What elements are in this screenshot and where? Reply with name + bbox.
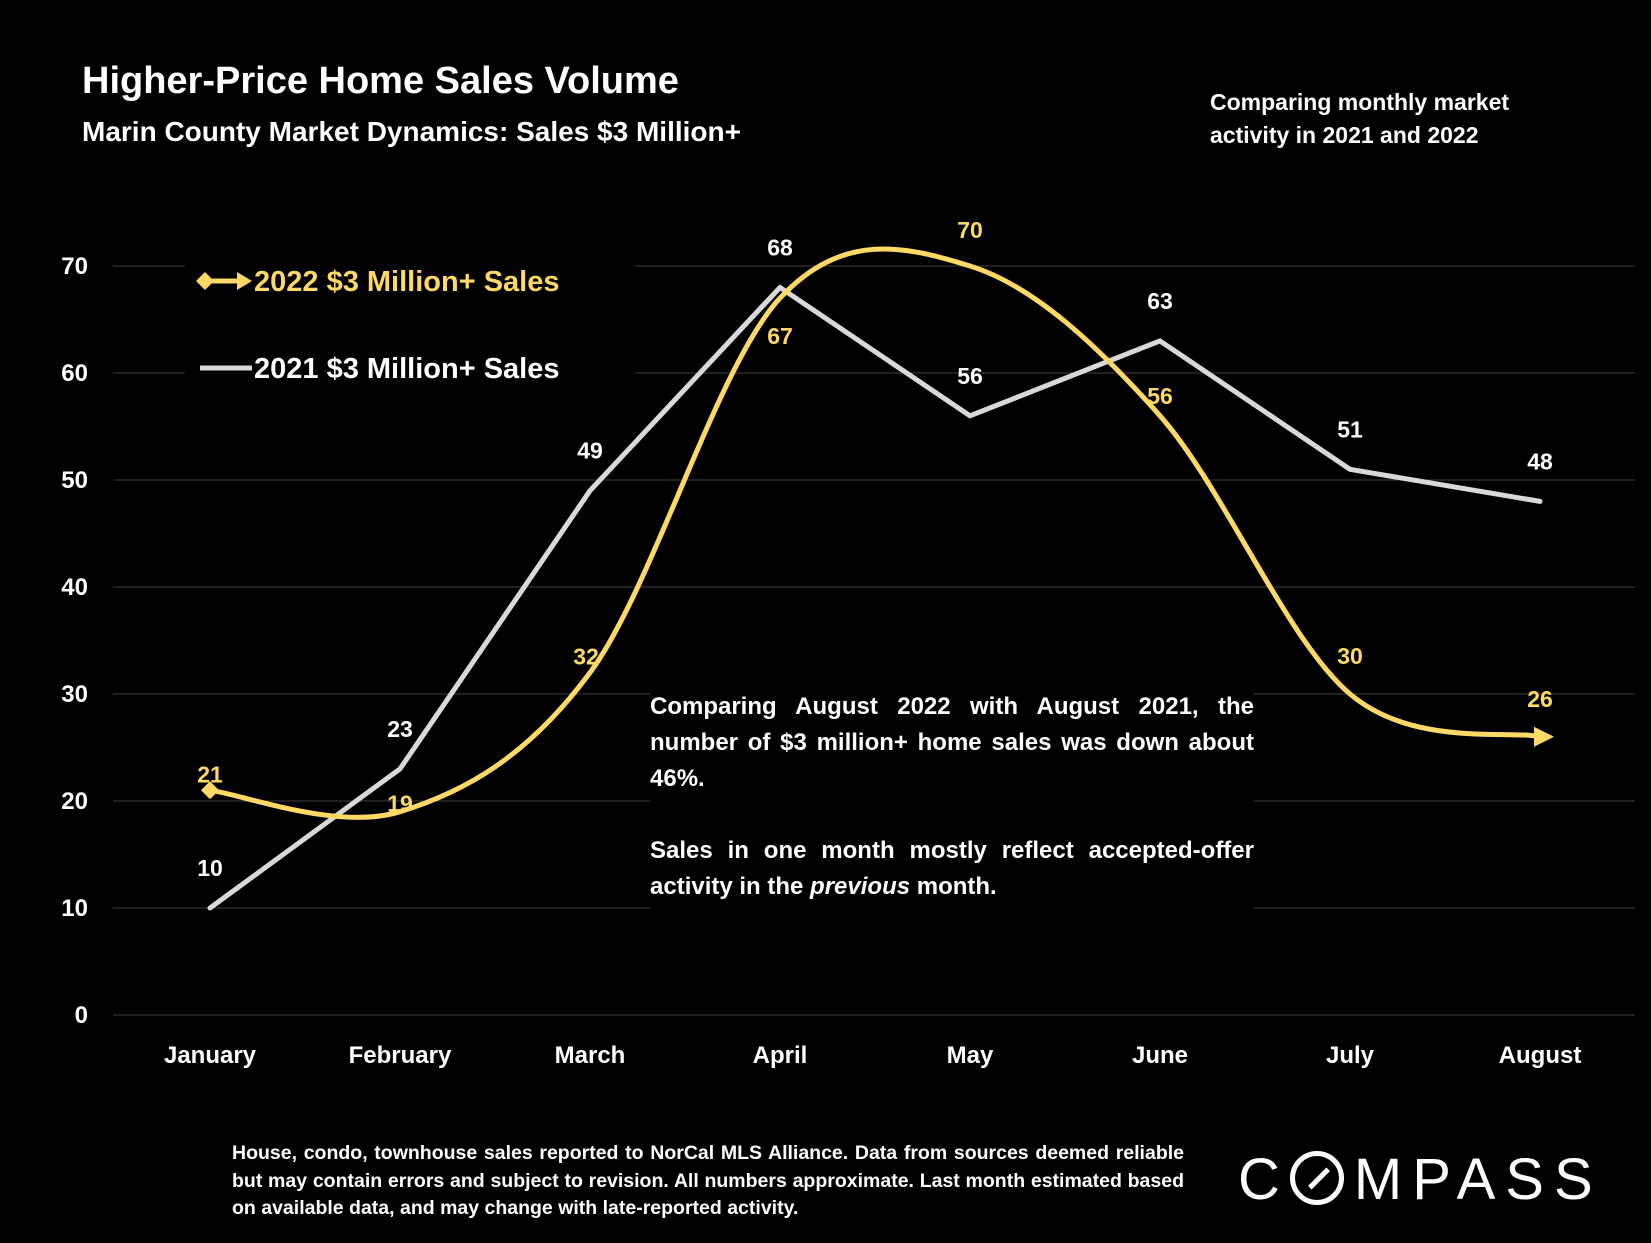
x-tick-label: May	[947, 1042, 994, 1069]
data-label-2021: 56	[957, 363, 983, 389]
data-label-2022: 19	[387, 791, 413, 817]
data-label-2022: 30	[1337, 643, 1363, 669]
logo-letter-c: C	[1238, 1147, 1290, 1212]
y-tick-label: 50	[61, 467, 88, 494]
data-label-2021: 23	[387, 716, 413, 742]
comparison-note: Comparing monthly market activity in 202…	[1210, 89, 1510, 148]
series-2022-end-arrow	[1534, 726, 1554, 747]
legend-marker-2022	[196, 272, 214, 290]
callout-p2-after: month.	[910, 873, 997, 900]
y-tick-label: 20	[61, 788, 88, 815]
data-label-2022: 70	[957, 217, 983, 243]
legend-arrow-2022	[237, 272, 252, 290]
chart-title: Higher-Price Home Sales Volume	[82, 60, 679, 102]
y-tick-label: 30	[61, 681, 88, 708]
callout-p2-italic: previous	[810, 873, 911, 900]
legend-label-2021: 2021 $3 Million+ Sales	[254, 353, 559, 385]
data-label-2021: 68	[767, 234, 793, 260]
data-label-2022: 21	[197, 761, 223, 787]
x-tick-label: June	[1132, 1042, 1188, 1069]
data-label-2021: 63	[1147, 288, 1173, 314]
callout-p2-before: Sales in one month mostly reflect accept…	[650, 837, 1254, 900]
footer-disclaimer: House, condo, townhouse sales reported t…	[232, 1142, 1184, 1219]
x-tick-label: August	[1499, 1042, 1582, 1069]
x-tick-label: March	[555, 1042, 626, 1069]
data-label-2021: 51	[1337, 416, 1363, 442]
data-label-2022: 67	[767, 323, 793, 349]
x-tick-label: July	[1326, 1042, 1375, 1069]
x-tick-label: April	[753, 1042, 808, 1069]
chart-subtitle: Marin County Market Dynamics: Sales $3 M…	[82, 116, 741, 147]
y-tick-label: 40	[61, 574, 88, 601]
legend-label-2022: 2022 $3 Million+ Sales	[254, 266, 559, 298]
data-label-2022: 26	[1527, 686, 1553, 712]
y-tick-label: 0	[75, 1002, 88, 1029]
callout-paragraph-1: Comparing August 2022 with August 2021, …	[650, 693, 1254, 792]
y-tick-label: 70	[61, 253, 88, 280]
data-label-2022: 32	[573, 644, 599, 670]
data-label-2021: 48	[1527, 448, 1553, 474]
series-2022-start-marker	[201, 781, 219, 800]
compass-logo: C MPASS	[1238, 1146, 1603, 1213]
series-line-2022	[207, 246, 1543, 820]
series-line-2021	[207, 284, 1543, 911]
callout-box: Comparing August 2022 with August 2021, …	[650, 685, 1254, 909]
logo-o-icon	[1289, 1151, 1344, 1205]
data-label-2021: 49	[577, 438, 603, 464]
x-tick-label: February	[349, 1042, 452, 1069]
data-label-2021: 10	[197, 855, 223, 881]
data-label-2022: 56	[1147, 383, 1173, 409]
y-tick-label: 10	[61, 895, 88, 922]
y-tick-label: 60	[61, 360, 88, 387]
logo-rest: MPASS	[1353, 1147, 1603, 1212]
x-tick-label: January	[164, 1042, 257, 1069]
callout-paragraph-2: Sales in one month mostly reflect accept…	[650, 833, 1254, 905]
legend-background	[185, 240, 635, 400]
